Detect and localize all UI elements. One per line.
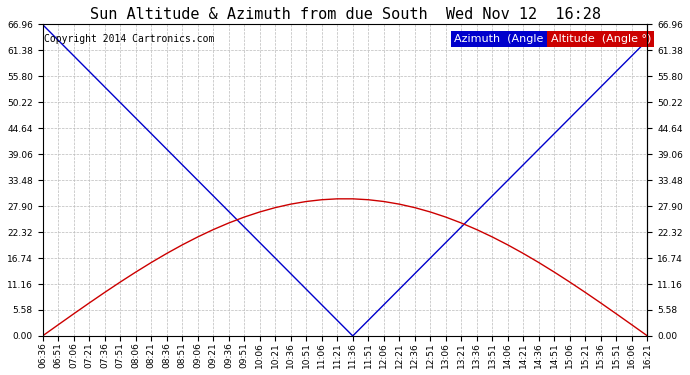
Text: Copyright 2014 Cartronics.com: Copyright 2014 Cartronics.com — [43, 34, 214, 44]
Text: Azimuth  (Angle °): Azimuth (Angle °) — [454, 34, 557, 44]
Text: Altitude  (Angle °): Altitude (Angle °) — [551, 34, 651, 44]
Title: Sun Altitude & Azimuth from due South  Wed Nov 12  16:28: Sun Altitude & Azimuth from due South We… — [90, 7, 600, 22]
